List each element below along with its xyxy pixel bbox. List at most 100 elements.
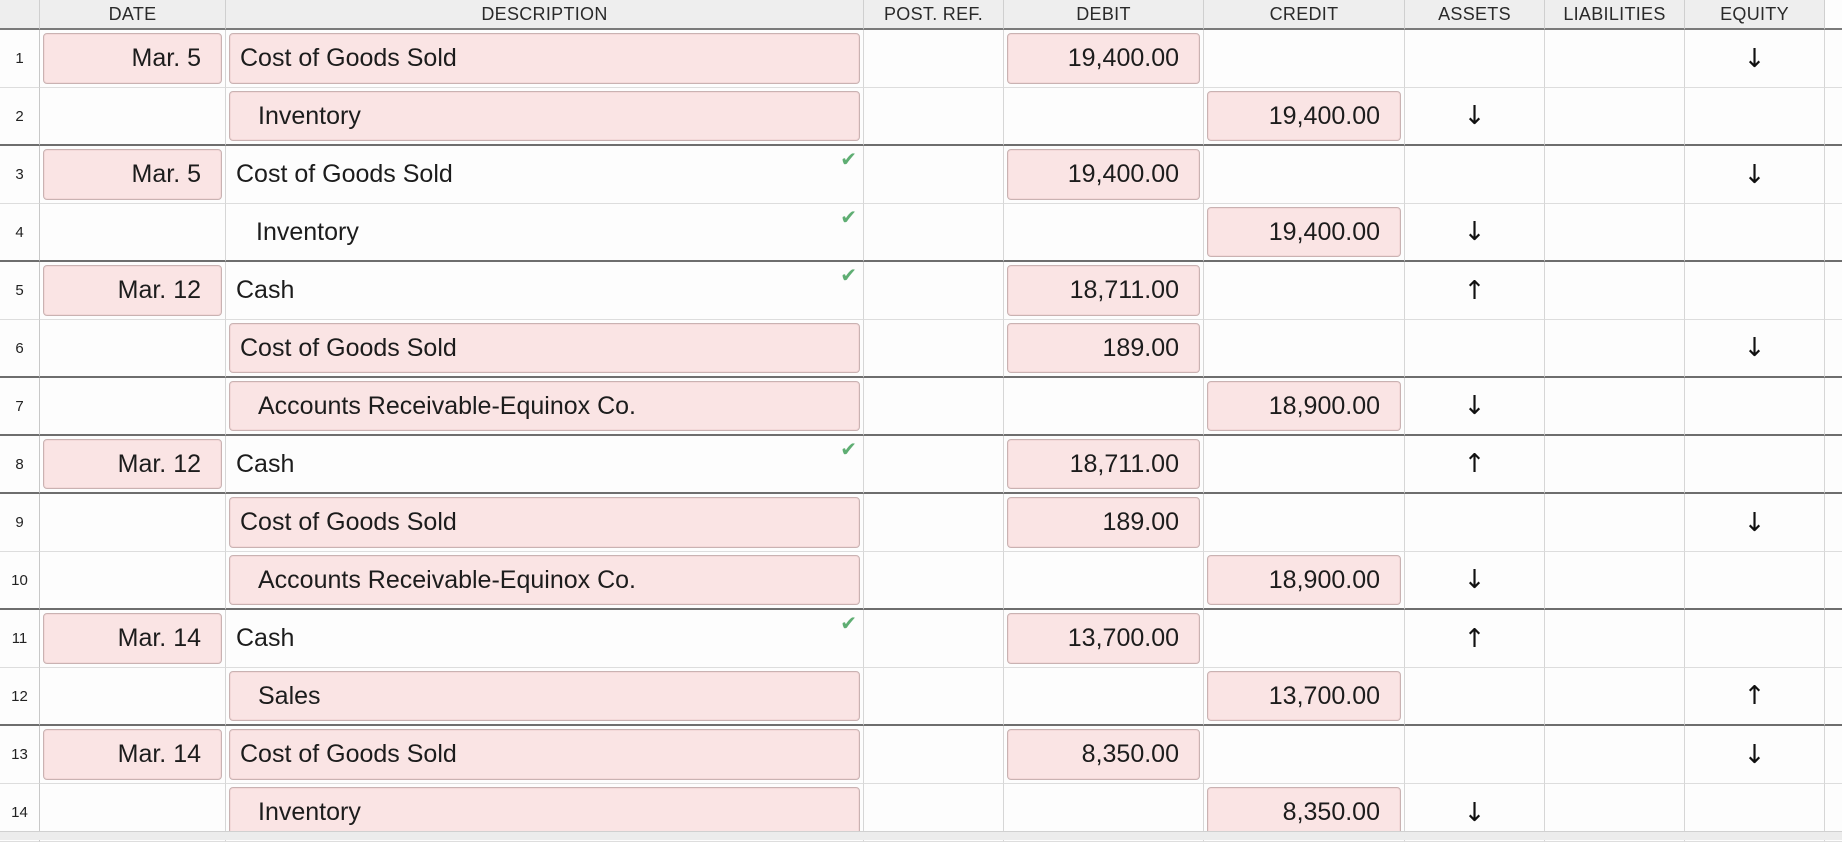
date-cell[interactable]: Mar. 12: [40, 262, 226, 320]
description-cell[interactable]: Cost of Goods Sold: [226, 30, 864, 88]
post-ref-cell[interactable]: [864, 378, 1004, 436]
credit-input[interactable]: 8,350.00: [1207, 787, 1401, 838]
debit-cell[interactable]: 8,350.00: [1004, 726, 1204, 784]
assets-cell[interactable]: ↓: [1405, 204, 1545, 262]
equity-cell[interactable]: [1685, 552, 1825, 610]
debit-cell[interactable]: 19,400.00: [1004, 146, 1204, 204]
equity-cell[interactable]: [1685, 262, 1825, 320]
post-ref-cell[interactable]: [864, 88, 1004, 146]
description-input[interactable]: Sales: [229, 671, 860, 721]
description-cell[interactable]: Cost of Goods Sold: [226, 726, 864, 784]
description-input[interactable]: Cost of Goods Sold: [229, 33, 860, 84]
credit-cell[interactable]: 18,900.00: [1204, 378, 1405, 436]
date-cell[interactable]: Mar. 12: [40, 436, 226, 494]
date-cell[interactable]: [40, 668, 226, 726]
assets-cell[interactable]: ↓: [1405, 378, 1545, 436]
description-cell[interactable]: Inventory ✔: [226, 204, 864, 262]
debit-input[interactable]: 18,711.00: [1007, 265, 1200, 316]
date-cell[interactable]: [40, 204, 226, 262]
debit-cell[interactable]: [1004, 668, 1204, 726]
date-input[interactable]: Mar. 14: [43, 613, 222, 664]
debit-cell[interactable]: [1004, 88, 1204, 146]
description-cell[interactable]: Accounts Receivable-Equinox Co.: [226, 378, 864, 436]
post-ref-cell[interactable]: [864, 668, 1004, 726]
description-cell[interactable]: Cost of Goods Sold: [226, 320, 864, 378]
post-ref-cell[interactable]: [864, 436, 1004, 494]
post-ref-cell[interactable]: [864, 552, 1004, 610]
date-cell[interactable]: [40, 378, 226, 436]
liabilities-cell[interactable]: [1545, 668, 1685, 726]
debit-input[interactable]: 13,700.00: [1007, 613, 1200, 664]
liabilities-cell[interactable]: [1545, 436, 1685, 494]
description-cell[interactable]: Inventory: [226, 88, 864, 146]
debit-cell[interactable]: 19,400.00: [1004, 30, 1204, 88]
credit-cell[interactable]: [1204, 610, 1405, 668]
debit-cell[interactable]: 18,711.00: [1004, 436, 1204, 494]
description-input[interactable]: Accounts Receivable-Equinox Co.: [229, 381, 860, 431]
date-input[interactable]: Mar. 14: [43, 729, 222, 780]
post-ref-cell[interactable]: [864, 204, 1004, 262]
description-text[interactable]: Cash: [236, 624, 295, 652]
date-cell[interactable]: [40, 552, 226, 610]
assets-cell[interactable]: ↓: [1405, 88, 1545, 146]
description-input[interactable]: Cost of Goods Sold: [229, 497, 860, 548]
post-ref-cell[interactable]: [864, 262, 1004, 320]
debit-cell[interactable]: 189.00: [1004, 494, 1204, 552]
liabilities-cell[interactable]: [1545, 146, 1685, 204]
description-text[interactable]: Cash: [236, 276, 295, 304]
equity-cell[interactable]: [1685, 88, 1825, 146]
description-cell[interactable]: Cost of Goods Sold ✔: [226, 146, 864, 204]
assets-cell[interactable]: [1405, 146, 1545, 204]
equity-cell[interactable]: ↑: [1685, 668, 1825, 726]
debit-cell[interactable]: [1004, 552, 1204, 610]
debit-cell[interactable]: 18,711.00: [1004, 262, 1204, 320]
credit-input[interactable]: 18,900.00: [1207, 555, 1401, 605]
date-cell[interactable]: [40, 88, 226, 146]
assets-cell[interactable]: [1405, 494, 1545, 552]
description-cell[interactable]: Accounts Receivable-Equinox Co.: [226, 552, 864, 610]
credit-cell[interactable]: 19,400.00: [1204, 204, 1405, 262]
equity-cell[interactable]: [1685, 204, 1825, 262]
description-input[interactable]: Cost of Goods Sold: [229, 323, 860, 373]
date-cell[interactable]: [40, 320, 226, 378]
equity-cell[interactable]: [1685, 436, 1825, 494]
post-ref-cell[interactable]: [864, 494, 1004, 552]
liabilities-cell[interactable]: [1545, 378, 1685, 436]
assets-cell[interactable]: [1405, 30, 1545, 88]
liabilities-cell[interactable]: [1545, 610, 1685, 668]
liabilities-cell[interactable]: [1545, 30, 1685, 88]
date-input[interactable]: Mar. 12: [43, 265, 222, 316]
description-cell[interactable]: Cost of Goods Sold: [226, 494, 864, 552]
debit-input[interactable]: 189.00: [1007, 497, 1200, 548]
credit-input[interactable]: 19,400.00: [1207, 207, 1401, 257]
description-text[interactable]: Cash: [236, 449, 295, 478]
credit-cell[interactable]: [1204, 494, 1405, 552]
post-ref-cell[interactable]: [864, 146, 1004, 204]
equity-cell[interactable]: ↓: [1685, 146, 1825, 204]
liabilities-cell[interactable]: [1545, 262, 1685, 320]
assets-cell[interactable]: [1405, 726, 1545, 784]
assets-cell[interactable]: [1405, 668, 1545, 726]
description-cell[interactable]: Cash ✔: [226, 436, 864, 494]
credit-cell[interactable]: 18,900.00: [1204, 552, 1405, 610]
equity-cell[interactable]: ↓: [1685, 726, 1825, 784]
description-input[interactable]: Cost of Goods Sold: [229, 729, 860, 780]
date-input[interactable]: Mar. 12: [43, 439, 222, 489]
assets-cell[interactable]: ↑: [1405, 262, 1545, 320]
liabilities-cell[interactable]: [1545, 320, 1685, 378]
liabilities-cell[interactable]: [1545, 494, 1685, 552]
credit-input[interactable]: 18,900.00: [1207, 381, 1401, 431]
credit-cell[interactable]: [1204, 320, 1405, 378]
credit-cell[interactable]: 19,400.00: [1204, 88, 1405, 146]
debit-cell[interactable]: [1004, 204, 1204, 262]
debit-input[interactable]: 189.00: [1007, 323, 1200, 373]
debit-input[interactable]: 19,400.00: [1007, 149, 1200, 200]
credit-cell[interactable]: [1204, 262, 1405, 320]
date-cell[interactable]: Mar. 5: [40, 146, 226, 204]
date-input[interactable]: Mar. 5: [43, 149, 222, 200]
credit-cell[interactable]: [1204, 146, 1405, 204]
debit-input[interactable]: 19,400.00: [1007, 33, 1200, 84]
liabilities-cell[interactable]: [1545, 552, 1685, 610]
debit-input[interactable]: 18,711.00: [1007, 439, 1200, 489]
equity-cell[interactable]: [1685, 378, 1825, 436]
